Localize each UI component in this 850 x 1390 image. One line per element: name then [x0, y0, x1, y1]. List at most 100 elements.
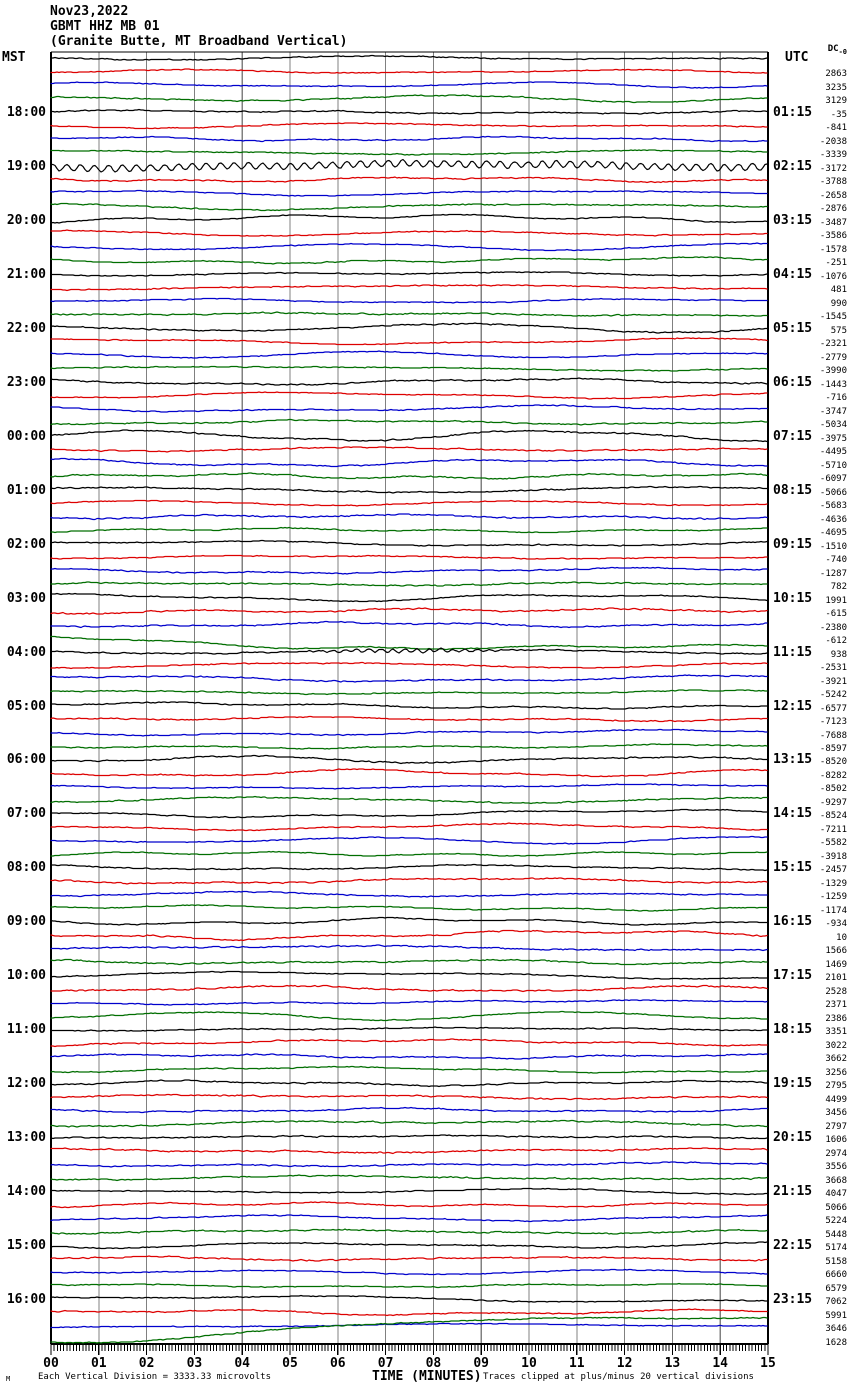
dc-offset-value: -934 — [825, 919, 847, 930]
trace-row-8 — [50, 149, 768, 156]
trace-row-12 — [50, 202, 768, 212]
utc-time-label: 18:15 — [773, 1022, 813, 1038]
trace-row-61 — [50, 863, 768, 872]
dc-offset-value: -9297 — [819, 797, 847, 808]
trace-row-87 — [50, 1214, 768, 1223]
x-tick-label: 08 — [425, 1356, 442, 1371]
trace-row-15 — [50, 242, 768, 252]
trace-row-40 — [50, 581, 768, 587]
dc-offset-value: -716 — [825, 393, 847, 404]
dc-offset-value: 5991 — [825, 1310, 847, 1321]
utc-time-label: 16:15 — [773, 914, 813, 930]
trace-row-19 — [50, 297, 768, 304]
trace-row-31 — [50, 457, 768, 468]
dc-offset-value: -2779 — [819, 352, 847, 363]
dc-offset-value: 481 — [830, 285, 847, 296]
trace-row-81 — [50, 1134, 768, 1140]
dc-offset-value: -5710 — [819, 460, 847, 471]
trace-row-18 — [50, 284, 768, 292]
dc-offset-value: 2528 — [825, 986, 847, 997]
trace-row-38 — [50, 554, 768, 560]
trace-row-73 — [50, 1026, 768, 1032]
dc-offset-value: -3990 — [819, 366, 847, 377]
dc-offset-value: -5066 — [819, 487, 847, 498]
trace-row-14 — [50, 229, 768, 237]
utc-time-label: 13:15 — [773, 752, 813, 768]
trace-row-75 — [50, 1053, 768, 1060]
dc-offset-value: 3556 — [825, 1162, 847, 1173]
dc-header-main: DC — [827, 44, 839, 54]
utc-time-label: 17:15 — [773, 968, 813, 984]
dc-offset-value: -3921 — [819, 676, 847, 687]
utc-time-label: 12:15 — [773, 698, 813, 714]
trace-row-3 — [50, 81, 768, 89]
utc-time-label: 10:15 — [773, 590, 813, 606]
dc-offset-value: 1606 — [825, 1135, 847, 1146]
dc-offset-value: 1628 — [825, 1337, 847, 1348]
footer-micro-glyph: M — [6, 1375, 11, 1383]
dc-offset-value: 2863 — [825, 69, 847, 80]
trace-row-91 — [50, 1268, 768, 1276]
trace-row-46 — [50, 661, 768, 670]
trace-row-43 — [50, 620, 768, 629]
dc-offset-value: -8520 — [819, 757, 847, 768]
dc-offset-header: DC-0 — [807, 45, 847, 56]
trace-row-23 — [50, 350, 768, 359]
mst-time-label: 22:00 — [6, 320, 46, 336]
mst-time-label: 14:00 — [6, 1184, 46, 1200]
trace-row-57 — [50, 808, 768, 819]
trace-row-48 — [50, 689, 768, 696]
trace-row-32 — [50, 472, 768, 480]
dc-offset-value: -1287 — [819, 568, 847, 579]
dc-offset-value: -8524 — [819, 811, 847, 822]
x-tick-label: 02 — [138, 1356, 155, 1371]
trace-row-7 — [50, 135, 768, 143]
trace-row-35 — [50, 513, 768, 521]
trace-row-78 — [50, 1093, 768, 1101]
trace-row-9 — [50, 158, 768, 173]
utc-time-label: 06:15 — [773, 374, 813, 390]
dc-offset-value: 1991 — [825, 595, 847, 606]
dc-offset-value: 5174 — [825, 1243, 847, 1254]
clip-note: Traces clipped at plus/minus 20 vertical… — [483, 1372, 754, 1382]
dc-offset-value: 2795 — [825, 1081, 847, 1092]
dc-offset-value: -1329 — [819, 878, 847, 889]
mst-time-label: 07:00 — [6, 806, 46, 822]
dc-offset-value: 5448 — [825, 1229, 847, 1240]
trace-row-68 — [50, 958, 768, 966]
x-tick-label: 03 — [186, 1356, 203, 1371]
trace-row-84 — [50, 1174, 768, 1182]
trace-row-69 — [50, 970, 768, 980]
dc-offset-value: -6097 — [819, 474, 847, 485]
trace-row-90 — [50, 1255, 768, 1262]
dc-header-sub: -0 — [838, 47, 847, 56]
mst-time-label: 06:00 — [6, 752, 46, 768]
mst-time-label: 12:00 — [6, 1076, 46, 1092]
dc-offset-value: -7123 — [819, 717, 847, 727]
trace-row-86 — [50, 1201, 768, 1209]
utc-time-label: 03:15 — [773, 212, 813, 228]
trace-row-95 — [50, 1322, 768, 1329]
dc-offset-value: -3339 — [819, 150, 847, 161]
dc-offset-value: -2876 — [819, 204, 847, 215]
dc-offset-value: -1076 — [819, 271, 847, 282]
trace-row-6 — [50, 122, 768, 130]
dc-offset-value: 3022 — [825, 1040, 847, 1051]
mst-time-label: 10:00 — [6, 968, 46, 984]
x-tick-label: 05 — [282, 1356, 298, 1371]
left-timezone-label: MST — [2, 50, 26, 65]
trace-row-55 — [50, 783, 768, 790]
utc-time-label: 14:15 — [773, 806, 813, 822]
title-date: Nov23,2022 — [50, 4, 129, 19]
utc-time-label: 21:15 — [773, 1184, 813, 1200]
trace-row-17 — [50, 271, 768, 277]
trace-row-22 — [50, 337, 768, 346]
trace-row-4 — [50, 94, 768, 104]
trace-row-63 — [50, 890, 768, 898]
dc-offset-value: 3235 — [825, 82, 847, 93]
dc-offset-value: 3351 — [825, 1027, 847, 1038]
dc-offset-value: -3975 — [819, 433, 847, 444]
trace-row-51 — [50, 728, 768, 737]
dc-offset-value: -3918 — [819, 851, 847, 862]
